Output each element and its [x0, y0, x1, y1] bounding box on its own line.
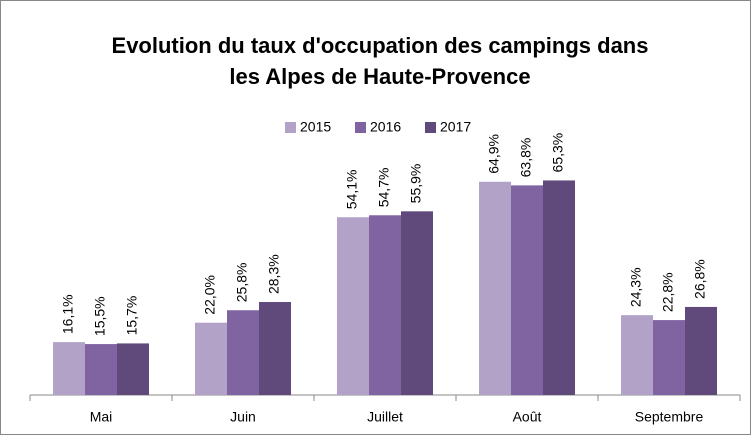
bar — [369, 215, 401, 395]
chart-title: Evolution du taux d'occupation des campi… — [112, 33, 649, 58]
data-label: 22,0% — [202, 275, 218, 315]
legend-swatch — [285, 122, 296, 133]
data-label: 15,7% — [124, 296, 140, 336]
x-tick-label: Août — [513, 409, 542, 425]
chart-title: les Alpes de Haute-Provence — [229, 64, 530, 89]
bar — [53, 342, 85, 395]
data-label: 65,3% — [550, 133, 566, 173]
data-label: 28,3% — [266, 254, 282, 294]
bar — [337, 217, 369, 395]
bar — [511, 185, 543, 395]
data-label: 63,8% — [518, 138, 534, 178]
legend-label: 2016 — [370, 119, 401, 135]
bar — [685, 306, 717, 395]
legend-swatch — [425, 122, 436, 133]
bar — [621, 315, 653, 395]
data-label: 54,7% — [376, 168, 392, 208]
bar — [227, 310, 259, 395]
bar — [479, 181, 511, 395]
data-label: 54,1% — [344, 170, 360, 210]
data-label: 24,3% — [628, 267, 644, 307]
x-tick-label: Juin — [230, 409, 256, 425]
bar — [401, 211, 433, 395]
x-tick-label: Septembre — [635, 409, 704, 425]
data-label: 15,5% — [92, 296, 108, 336]
legend-label: 2015 — [300, 119, 331, 135]
bar — [195, 322, 227, 395]
legend-swatch — [355, 122, 366, 133]
data-label: 64,9% — [486, 134, 502, 174]
bar — [117, 343, 149, 395]
bar — [85, 344, 117, 395]
x-tick-label: Mai — [90, 409, 113, 425]
data-label: 55,9% — [408, 164, 424, 204]
bar — [653, 320, 685, 395]
bar — [543, 180, 575, 395]
data-label: 16,1% — [60, 294, 76, 334]
data-label: 25,8% — [234, 263, 250, 303]
data-label: 22,8% — [660, 272, 676, 312]
data-label: 26,8% — [692, 259, 708, 299]
x-tick-label: Juillet — [367, 409, 403, 425]
bar — [259, 302, 291, 395]
legend-label: 2017 — [440, 119, 471, 135]
